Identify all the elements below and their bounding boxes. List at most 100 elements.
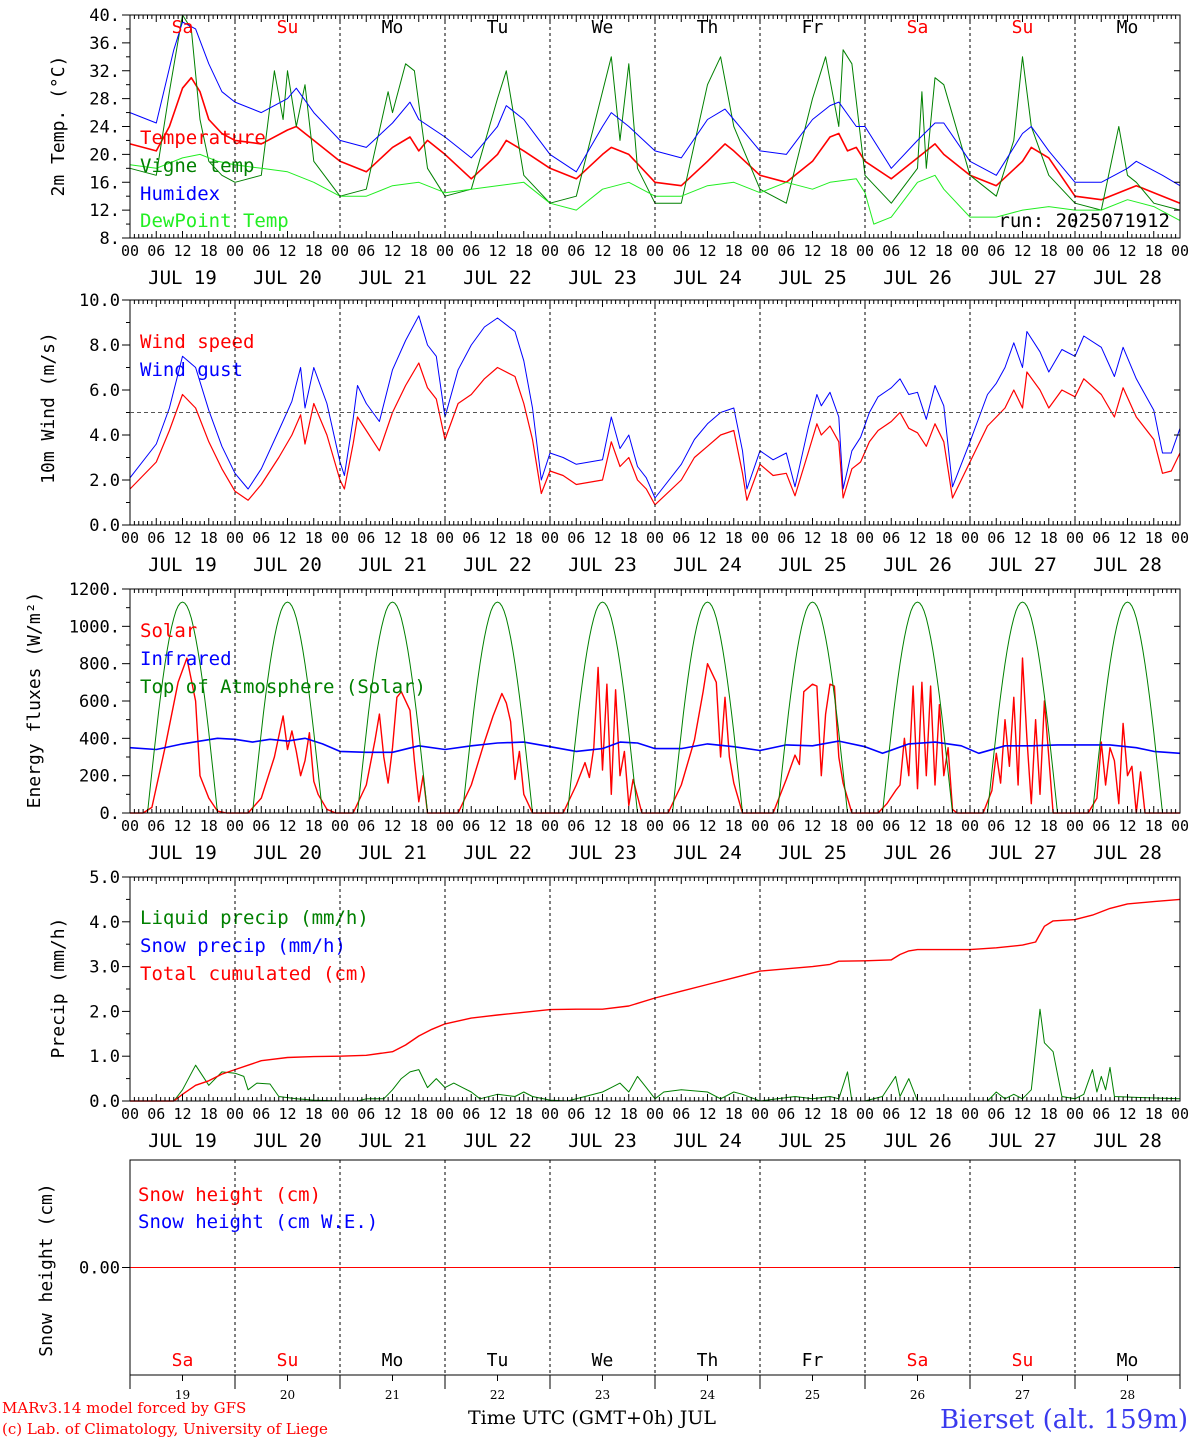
precip-hour-label: 12 <box>1118 1105 1136 1123</box>
precip-hour-label: 18 <box>1145 1105 1163 1123</box>
station-label: Bierset (alt. 159m) <box>940 1405 1188 1435</box>
snow-day-number: 26 <box>910 1388 925 1402</box>
snow-dow-label: We <box>592 1350 614 1371</box>
series-humidex-line <box>129 21 1181 187</box>
precip-hour-label: 06 <box>357 1105 375 1123</box>
wind-ytick-label: 10.0 <box>79 291 120 311</box>
energy-hour-label: 00 <box>331 817 349 835</box>
temperature-hour-label: 06 <box>147 242 165 260</box>
energy-hour-label: 12 <box>488 817 506 835</box>
temperature-ytick-label: 8. <box>100 229 120 249</box>
wind-hour-label: 12 <box>698 529 716 547</box>
precip-hour-label: 06 <box>882 1105 900 1123</box>
wind-hour-label: 00 <box>961 529 979 547</box>
temperature-frame <box>129 14 1181 239</box>
temperature-hour-label: 06 <box>252 242 270 260</box>
precip-hour-label: 18 <box>1040 1105 1058 1123</box>
snow-dow-label: Mo <box>1117 1350 1139 1371</box>
precip-hour-label: 00 <box>226 1105 244 1123</box>
energy-hour-label: 06 <box>777 817 795 835</box>
temperature-ytick-label: 24. <box>89 118 120 138</box>
temperature-dow-label: Fr <box>802 17 824 38</box>
temperature-legend: Temperature Vigne temp Humidex DewPoint … <box>140 127 289 232</box>
temperature-ytick-label: 32. <box>89 62 120 82</box>
panel-temperature: Temperature Vigne temp Humidex DewPoint … <box>48 6 1189 289</box>
precip-hour-label: 00 <box>646 1105 664 1123</box>
legend-solar: Solar <box>140 620 197 642</box>
temperature-date-label: JUL 20 <box>253 267 322 289</box>
temperature-ytick-label: 40. <box>89 6 120 26</box>
precip-hour-label: 18 <box>725 1105 743 1123</box>
temperature-hour-label: 18 <box>935 242 953 260</box>
wind-hour-label: 00 <box>856 529 874 547</box>
footer-lab-credit: (c) Lab. of Climatology, University of L… <box>2 1420 328 1438</box>
temperature-hour-label: 18 <box>305 242 323 260</box>
temperature-hour-label: 12 <box>278 242 296 260</box>
precip-hour-label: 00 <box>331 1105 349 1123</box>
wind-hour-label: 18 <box>305 529 323 547</box>
energy-ytick-label: 800. <box>79 655 120 675</box>
wind-hour-label: 18 <box>200 529 218 547</box>
wind-hour-label: 00 <box>1066 529 1084 547</box>
precip-hour-label: 06 <box>777 1105 795 1123</box>
precip-ytick-label: 0.0 <box>89 1092 120 1112</box>
temperature-hour-label: 00 <box>121 242 139 260</box>
wind-hour-label: 12 <box>278 529 296 547</box>
temperature-hour-label: 06 <box>987 242 1005 260</box>
energy-legend: Solar Infrared Top of Atmosphere (Solar) <box>140 620 426 698</box>
energy-date-label: JUL 19 <box>148 842 217 864</box>
temperature-date-label: JUL 26 <box>883 267 952 289</box>
precip-hour-label: 00 <box>1171 1105 1189 1123</box>
snow-legend: Snow height (cm) Snow height (cm W.E.) <box>138 1184 378 1233</box>
precip-hour-label: 12 <box>908 1105 926 1123</box>
snow-dow-label: Su <box>1012 1350 1034 1371</box>
temperature-dow-label: Mo <box>382 17 404 38</box>
wind-series-lines <box>129 315 1181 506</box>
wind-hour-label: 06 <box>987 529 1005 547</box>
energy-ytick-label: 200. <box>79 767 120 787</box>
snow-day-number: 19 <box>175 1388 190 1402</box>
temperature-date-label: JUL 22 <box>463 267 532 289</box>
energy-ylabel: Energy fluxes (W/m²) <box>24 592 45 809</box>
wind-ytick-label: 4.0 <box>89 426 120 446</box>
energy-hour-label: 06 <box>462 817 480 835</box>
wind-date-label: JUL 19 <box>148 554 217 576</box>
precip-hour-label: 12 <box>593 1105 611 1123</box>
temperature-hour-label: 12 <box>593 242 611 260</box>
wind-hour-label: 06 <box>672 529 690 547</box>
precip-date-label: JUL 24 <box>673 1130 742 1152</box>
wind-hour-label: 18 <box>1145 529 1163 547</box>
wind-hour-label: 06 <box>1092 529 1110 547</box>
energy-hour-label: 00 <box>226 817 244 835</box>
temperature-hour-label: 18 <box>830 242 848 260</box>
temperature-hour-label: 12 <box>488 242 506 260</box>
wind-ytick-label: 2.0 <box>89 471 120 491</box>
wind-ytick-label: 8.0 <box>89 336 120 356</box>
energy-date-label: JUL 22 <box>463 842 532 864</box>
temperature-hour-label: 00 <box>331 242 349 260</box>
temperature-hour-label: 12 <box>1013 242 1031 260</box>
wind-date-label: JUL 21 <box>358 554 427 576</box>
wind-date-label: JUL 22 <box>463 554 532 576</box>
footer: MARv3.14 model forced by GFS (c) Lab. of… <box>2 1399 1188 1438</box>
snow-dow-label: Sa <box>172 1350 194 1371</box>
wind-hour-label: 18 <box>410 529 428 547</box>
temperature-hour-label: 12 <box>1118 242 1136 260</box>
wind-hour-label: 12 <box>908 529 926 547</box>
temperature-hour-label: 00 <box>436 242 454 260</box>
snow-dow-label: Sa <box>907 1350 929 1371</box>
precip-hour-label: 06 <box>1092 1105 1110 1123</box>
energy-ytick-label: 1000. <box>69 617 120 637</box>
energy-hour-label: 12 <box>173 817 191 835</box>
snow-dow-label: Tu <box>487 1350 509 1371</box>
temperature-dow-label: Sa <box>172 17 194 38</box>
wind-hour-label: 12 <box>1013 529 1031 547</box>
temperature-dow-label: Su <box>1012 17 1034 38</box>
energy-hour-label: 12 <box>803 817 821 835</box>
precip-date-label: JUL 27 <box>988 1130 1057 1152</box>
energy-hour-label: 18 <box>935 817 953 835</box>
energy-hour-label: 12 <box>698 817 716 835</box>
snow-ylabel: Snow height (cm) <box>36 1183 57 1356</box>
temperature-ylabel: 2m Temp. (°C) <box>48 56 69 197</box>
temperature-dow-label: Th <box>697 17 719 38</box>
